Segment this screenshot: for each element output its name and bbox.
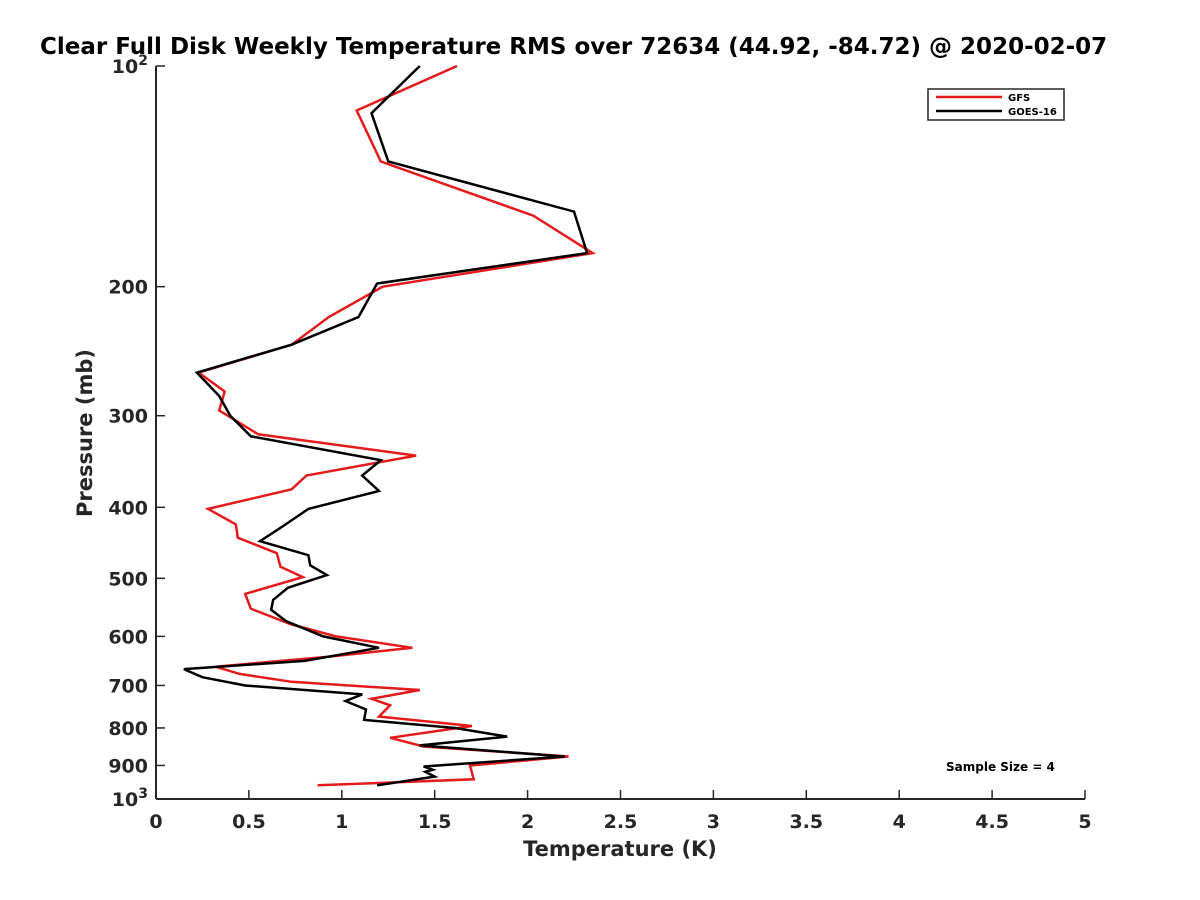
x-tick-label: 0.5 [232, 811, 266, 833]
series-lines [183, 64, 597, 787]
legend-label-goes-16: GOES-16 [1008, 107, 1057, 118]
x-tick-label: 3.5 [789, 811, 823, 833]
x-tick-label: 4 [893, 811, 906, 833]
y-tick-label: 500 [108, 568, 148, 590]
y-ticks: 102 200 300 400 500 600 700 800 900 103 [108, 53, 165, 811]
series-line-goes-16 [183, 65, 589, 787]
y-tick-label: 103 [112, 786, 148, 811]
x-tick-label: 5 [1078, 811, 1091, 833]
y-tick-label: 200 [108, 277, 148, 299]
sample-size-annotation: Sample Size = 4 [946, 760, 1055, 774]
x-tick-label: 3 [707, 811, 720, 833]
y-tick-label: 102 [112, 53, 148, 78]
chart-title: Clear Full Disk Weekly Temperature RMS o… [40, 34, 1107, 60]
y-tick-label: 600 [108, 626, 148, 648]
x-tick-label: 4.5 [975, 811, 1009, 833]
y-tick-label: 900 [108, 755, 148, 777]
y-tick-label: 800 [108, 718, 148, 740]
x-ticks: 0 0.5 1 1.5 2 2.5 3 3.5 4 4.5 5 [149, 790, 1092, 833]
x-tick-label: 1.5 [418, 811, 452, 833]
legend-label-gfs: GFS [1008, 93, 1030, 104]
x-tick-label: 2 [521, 811, 534, 833]
x-tick-label: 1 [335, 811, 348, 833]
y-tick-label: 400 [108, 497, 148, 519]
legend: GFS GOES-16 [927, 88, 1065, 121]
y-tick-label: 700 [108, 675, 148, 697]
x-tick-label: 0 [149, 811, 162, 833]
y-axis-label: Pressure (mb) [73, 349, 97, 517]
y-tick-label: 300 [108, 406, 148, 428]
series-line-gfs [195, 64, 597, 787]
legend-box [927, 88, 1065, 121]
x-tick-label: 2.5 [604, 811, 638, 833]
x-axis-label: Temperature (K) [523, 837, 717, 861]
